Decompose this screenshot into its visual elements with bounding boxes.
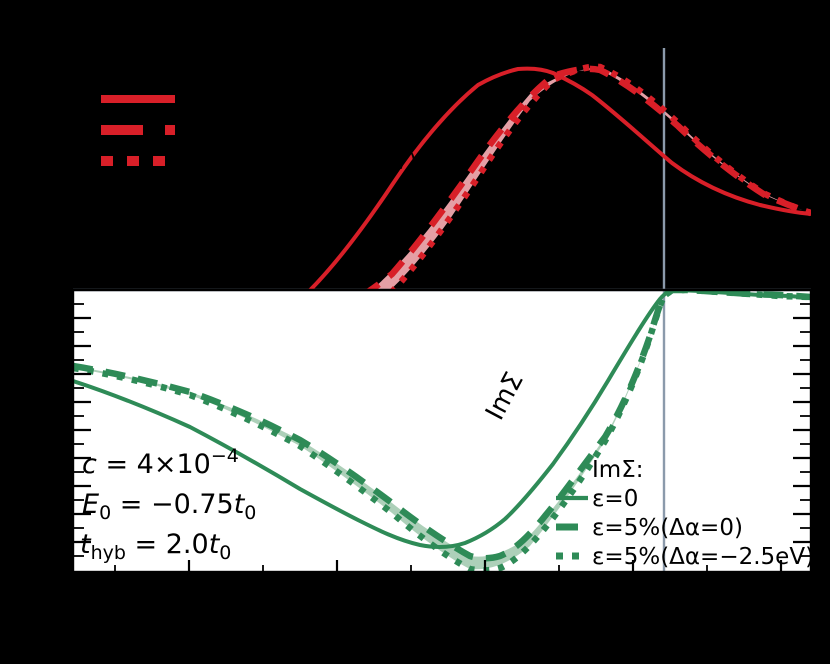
param-concentration: c = 4×10−4 — [82, 445, 239, 480]
legend-re-sigma-item-dashed[interactable]: ε=5%(Δα=0) — [101, 118, 346, 144]
legend-im-sigma-item-dashed[interactable]: ε=5%(Δα=0) — [556, 515, 743, 541]
legend-im-sigma-label-2: ε=5%(Δα=−2.5eV) — [592, 544, 814, 570]
y-axis-minor-ticks — [73, 303, 84, 557]
y-axis-right-major-ticks — [793, 316, 811, 544]
parameter-text-block: c = 4×10−4 E0 = −0.75t0 thyb = 2.0t0 — [80, 445, 256, 564]
legend-im-sigma-label-1: ε=5%(Δα=0) — [592, 515, 743, 541]
curve-re-sigma-dotted — [389, 63, 811, 290]
legend-im-sigma-item-dotted[interactable]: ε=5%(Δα=−2.5eV) — [556, 544, 814, 570]
legend-re-sigma-label-0: ε=0 — [195, 87, 241, 113]
legend-im-sigma: ImΣ: ε=0 ε=5%(Δα=0) ε=5%(Δα=−2.5eV) — [556, 457, 814, 570]
x-axis-major-ticks — [187, 560, 783, 572]
y-axis-right-minor-ticks — [800, 303, 811, 557]
axis-frame — [71, 288, 813, 574]
y-axis-major-ticks — [73, 316, 91, 544]
legend-im-sigma-item-solid[interactable]: ε=0 — [556, 486, 638, 512]
param-hybridization: thyb = 2.0t0 — [80, 529, 231, 564]
legend-re-sigma-item-dotted[interactable]: ε=5%(Δα=−2.5eV) — [101, 149, 417, 175]
curve-im-sigma-solid — [73, 290, 811, 550]
x-axis-minor-ticks — [114, 565, 708, 572]
legend-re-sigma: ReΣ: ε=0 ε=5%(Δα=0) ε=5%(Δα=−2.5eV) — [101, 58, 417, 175]
curve-im-sigma-dashed — [73, 290, 811, 562]
re-sigma-curves — [307, 63, 811, 290]
legend-re-sigma-label-1: ε=5%(Δα=0) — [195, 118, 346, 144]
legend-re-sigma-item-solid[interactable]: ε=0 — [101, 87, 241, 113]
legend-re-sigma-title: ReΣ: — [195, 58, 246, 84]
curve-re-sigma-dashed — [364, 65, 811, 290]
param-onsite-energy: E0 = −0.75t0 — [82, 489, 256, 524]
legend-im-sigma-label-0: ε=0 — [592, 486, 638, 512]
legend-re-sigma-label-2: ε=5%(Δα=−2.5eV) — [195, 149, 417, 175]
curve-re-sigma-solid — [307, 66, 811, 290]
legend-im-sigma-title: ImΣ: — [592, 457, 643, 483]
